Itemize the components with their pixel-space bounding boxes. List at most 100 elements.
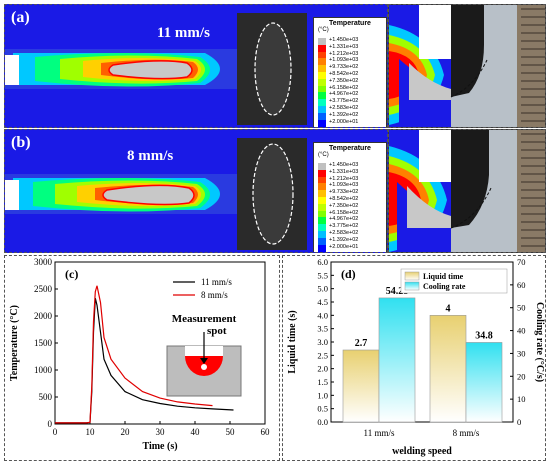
legend-value: +6.158e+02 (329, 84, 359, 91)
legend-value: +1.093e+03 (329, 57, 359, 64)
y-right-tick-label: 40 (517, 326, 526, 336)
y-left-tick-label: 3.5 (317, 324, 328, 334)
legend-swatch (318, 112, 326, 120)
y-left-tick-label: 5.5 (317, 270, 328, 280)
legend-swatch (318, 224, 326, 232)
legend-value: +2.000e+01 (329, 118, 359, 125)
legend-value: +1.331e+03 (329, 43, 359, 50)
x-tick-label: 0 (53, 427, 58, 437)
y-right-tick-label: 0 (517, 417, 521, 427)
legend-swatch (318, 106, 326, 113)
legend-value: +6.158e+02 (329, 209, 359, 216)
y-left-axis-label: Liquid time (s) (287, 310, 298, 373)
category-label: 11 mm/s (364, 428, 395, 438)
legend-value: +2.000e+01 (329, 243, 359, 250)
legend-value: +1.392e+02 (329, 236, 359, 243)
legend-swatch (318, 210, 326, 218)
legend-swatch (318, 99, 326, 107)
annotation-line1: Measurement (172, 313, 237, 325)
panel-b-speed: 8 mm/s (127, 148, 174, 164)
x-tick-label: 10 (86, 427, 96, 437)
series-line (55, 285, 213, 424)
legend-swatch (404, 281, 420, 291)
legend-swatch (318, 176, 326, 184)
legend-value: +8.542e+02 (329, 71, 359, 77)
legend-unit: (°C) (318, 152, 329, 158)
panel-b-cross-section-image (389, 130, 545, 252)
legend-value: +3.775e+02 (329, 98, 359, 105)
panel-b-weld-pool-contour (5, 138, 307, 250)
bar-cooling-rate (378, 297, 416, 423)
legend-title: Temperature (329, 20, 371, 27)
legend-swatch (318, 197, 326, 204)
x-axis-label: welding speed (392, 446, 452, 457)
legend-swatch (318, 72, 326, 79)
y-right-tick-label: 10 (517, 394, 526, 404)
legend-swatch (318, 169, 326, 177)
panel-c-line-chart: 0 10 20 30 40 50 60 0 500 1000 1500 2000 2500 3000 Tim… (4, 255, 280, 461)
legend-swatch (318, 244, 326, 252)
bar-label-liquid-time: 4 (446, 303, 451, 314)
legend-swatch (318, 163, 326, 170)
panel-a-speed: 11 mm/s (157, 25, 210, 41)
legend-value: +2.583e+02 (329, 230, 359, 236)
legend-value: +7.350e+02 (329, 77, 359, 84)
y-left-tick-label: 2.5 (317, 350, 328, 360)
panel-b-simulation: (b) 8 mm/s Temperature (°C) +1.450e+03 +1… (4, 129, 388, 253)
legend-swatch (318, 51, 326, 59)
legend-value: +9.733e+02 (329, 189, 359, 196)
category-label: 8 mm/s (453, 428, 480, 438)
legend-swatch (404, 271, 420, 281)
legend-swatch (318, 38, 326, 45)
y-left-tick-label: 0.0 (317, 417, 328, 427)
bar-label-liquid-time: 2.7 (355, 338, 368, 349)
legend-value: +4.967e+02 (329, 91, 359, 98)
y-left-tick-label: 0.5 (317, 404, 328, 414)
y-left-tick-label: 1.0 (317, 390, 328, 400)
y-right-tick-label: 30 (517, 348, 526, 358)
x-tick-label: 30 (156, 427, 166, 437)
legend-value: +8.542e+02 (329, 196, 359, 202)
legend-value: +1.392e+02 (329, 111, 359, 118)
x-tick-label: 20 (121, 427, 131, 437)
y-tick-label: 3000 (34, 257, 53, 267)
legend-value: +1.450e+03 (329, 37, 359, 43)
legend-swatch (318, 78, 326, 86)
panel-b-label: (b) (11, 134, 31, 151)
legend-swatch (318, 183, 326, 191)
legend-swatch (318, 92, 326, 100)
legend-value: +1.450e+03 (329, 162, 359, 168)
legend-value: +1.331e+03 (329, 168, 359, 175)
panel-a-label: (a) (11, 9, 30, 26)
plot-frame (54, 261, 266, 425)
panel-a-cross-section-image (389, 5, 545, 127)
legend-value: +2.583e+02 (329, 105, 359, 111)
bar-label-cooling-rate: 34.8 (475, 330, 493, 341)
y-axis-label: Temperature (°C) (9, 305, 20, 381)
legend-value: +4.967e+02 (329, 216, 359, 223)
legend-swatch (318, 58, 326, 66)
y-left-tick-label: 3.0 (317, 337, 328, 347)
legend-swatch (318, 203, 326, 211)
y-right-tick-label: 20 (517, 371, 526, 381)
bar-liquid-time (429, 315, 467, 423)
legend-label: 8 mm/s (201, 290, 228, 300)
y-right-axis-label: Cooling rate (°C/s) (534, 302, 545, 382)
y-right-tick-label: 50 (517, 303, 526, 313)
bar-label-cooling-rate: 54.28 (386, 286, 409, 297)
y-tick-label: 1500 (34, 338, 53, 348)
legend-swatch (318, 231, 326, 238)
panel-d-bar-chart: 0.0 0.5 1.0 1.5 2.0 2.5 3.0 3.5 4.0 4.5 5.0 5.5 6.0 0… (282, 255, 546, 461)
y-left-tick-label: 6.0 (317, 257, 328, 267)
x-tick-label: 40 (191, 427, 201, 437)
legend-swatch (318, 190, 326, 198)
y-right-tick-label: 70 (517, 257, 526, 267)
panel-a-simulation: (a) 11 mm/s Temperature (°C) +1.450e+03 +… (4, 4, 388, 128)
panel-b-cross-section (388, 129, 546, 253)
legend-swatch (318, 85, 326, 93)
y-left-tick-label: 4.5 (317, 297, 328, 307)
bar-liquid-time (342, 349, 380, 423)
x-tick-label: 60 (261, 427, 271, 437)
y-left-tick-label: 5.0 (317, 284, 328, 294)
y-right-tick-label: 60 (517, 280, 526, 290)
